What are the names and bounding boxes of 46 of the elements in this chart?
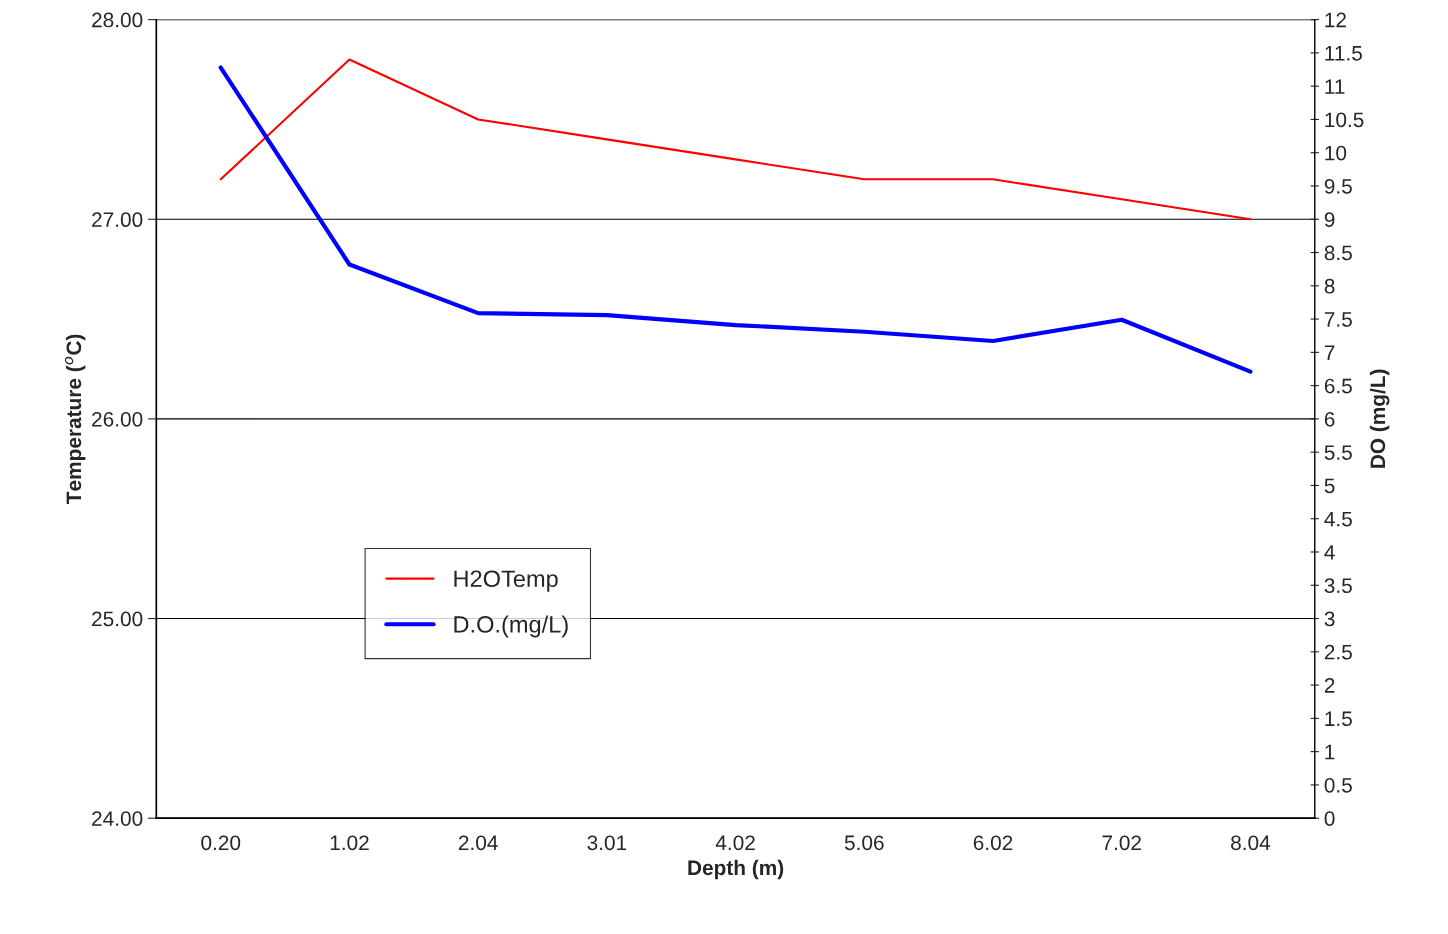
y2-tick-label: 4 xyxy=(1324,545,1335,560)
y2-tick-label: 0 xyxy=(1324,811,1335,826)
y2-tick-label: 12 xyxy=(1325,12,1346,28)
y2-tick-label: 2.5 xyxy=(1324,644,1352,660)
y-tick-label: 25.00 xyxy=(92,611,143,627)
y-tick-label: 24.00 xyxy=(92,811,143,826)
line-series xyxy=(218,65,1253,374)
y2-tick-label: 6 xyxy=(1324,411,1335,427)
x-tick-label: 0.20 xyxy=(201,835,241,851)
x-tick-label: 2.04 xyxy=(458,835,498,851)
y2-tick-label: 1.5 xyxy=(1325,711,1352,727)
legend-label: H2OTemp xyxy=(454,570,558,592)
y2-tick-label: 5.5 xyxy=(1324,445,1352,460)
y2-axis-title: DO (mg/L) xyxy=(1369,369,1390,468)
y-tick-label: 27.00 xyxy=(92,212,143,228)
x-tick-label: 1.02 xyxy=(330,835,369,851)
y2-tick-label: 6.5 xyxy=(1324,378,1352,394)
y2-tick-label: 9.5 xyxy=(1324,178,1352,194)
y2-tick-label: 4.5 xyxy=(1324,511,1352,527)
y2-tick-label: 3.5 xyxy=(1324,578,1352,594)
y2-tick-label: 10 xyxy=(1325,145,1347,161)
y2-tick-label: 7 xyxy=(1324,345,1335,360)
y-tick-label: 28.00 xyxy=(92,12,143,28)
y2-tick-label: 11.5 xyxy=(1325,46,1362,61)
y2-tick-label: 8 xyxy=(1324,278,1335,294)
y-tick-label: 26.00 xyxy=(92,411,143,427)
y2-tick-label: 9 xyxy=(1324,212,1335,228)
y2-tick-label: 11 xyxy=(1325,79,1345,94)
x-tick-label: 8.04 xyxy=(1231,835,1271,851)
x-tick-label: 5.06 xyxy=(844,835,884,851)
y2-tick-label: 7.5 xyxy=(1324,312,1352,327)
x-tick-label: 3.01 xyxy=(587,835,627,851)
x-tick-label: 4.02 xyxy=(715,835,755,851)
y2-tick-label: 10.5 xyxy=(1325,112,1364,128)
y2-tick-label: 0.5 xyxy=(1324,777,1352,793)
x-axis-title: Depth (m) xyxy=(688,859,784,880)
y-axis-title: Temperature ($^{o}$C) xyxy=(64,334,86,504)
y2-tick-label: 1 xyxy=(1325,744,1335,760)
line-series xyxy=(219,58,1252,221)
x-tick-label: 6.02 xyxy=(973,835,1013,851)
legend-label: D.O.(mg/L) xyxy=(454,615,568,638)
y2-tick-label: 2 xyxy=(1324,678,1335,693)
y2-tick-label: 8.5 xyxy=(1324,245,1352,261)
y2-tick-label: 3 xyxy=(1324,611,1335,627)
y2-tick-label: 5 xyxy=(1324,478,1335,494)
x-tick-label: 7.02 xyxy=(1102,835,1141,851)
